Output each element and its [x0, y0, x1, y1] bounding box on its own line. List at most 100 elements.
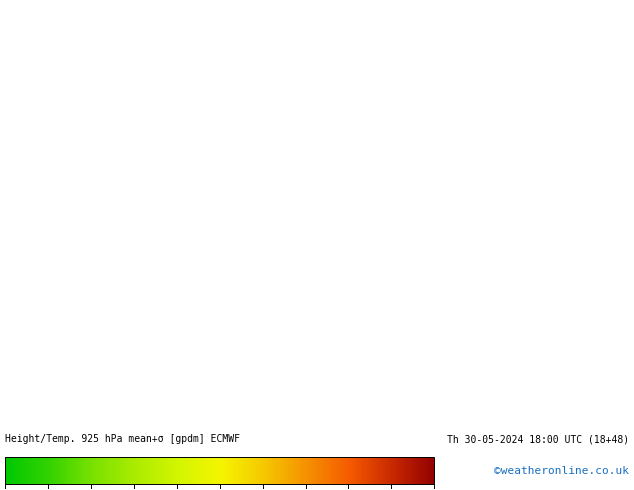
Bar	[276, 457, 278, 484]
Bar	[368, 457, 370, 484]
Bar	[385, 457, 387, 484]
Bar	[37, 457, 39, 484]
Bar	[115, 457, 117, 484]
Bar	[190, 457, 191, 484]
Bar	[327, 457, 329, 484]
Bar	[52, 457, 55, 484]
Bar	[351, 457, 353, 484]
Bar	[233, 457, 235, 484]
Bar	[406, 457, 408, 484]
Bar	[31, 457, 33, 484]
Bar	[241, 457, 243, 484]
Bar	[63, 457, 65, 484]
Bar	[29, 457, 31, 484]
Bar	[425, 457, 428, 484]
Bar	[138, 457, 140, 484]
Bar	[153, 457, 155, 484]
Bar	[370, 457, 372, 484]
Bar	[262, 457, 265, 484]
Bar	[424, 457, 425, 484]
Bar	[306, 457, 307, 484]
Bar	[132, 457, 134, 484]
Bar	[396, 457, 398, 484]
Bar	[20, 457, 22, 484]
Bar	[183, 457, 185, 484]
Text: Height/Temp. 925 hPa mean+σ [gpdm] ECMWF: Height/Temp. 925 hPa mean+σ [gpdm] ECMWF	[5, 435, 240, 444]
Bar	[258, 457, 261, 484]
Bar	[191, 457, 194, 484]
Bar	[166, 457, 168, 484]
Bar	[151, 457, 153, 484]
Bar	[254, 457, 256, 484]
Bar	[89, 457, 91, 484]
Bar	[84, 457, 87, 484]
Bar	[174, 457, 177, 484]
Bar	[76, 457, 78, 484]
Bar	[149, 457, 151, 484]
Bar	[432, 457, 434, 484]
Bar	[355, 457, 357, 484]
Bar	[419, 457, 422, 484]
Bar	[295, 457, 297, 484]
Bar	[24, 457, 27, 484]
Bar	[177, 457, 179, 484]
Bar	[101, 457, 104, 484]
Bar	[108, 457, 110, 484]
Bar	[168, 457, 171, 484]
Bar	[200, 457, 202, 484]
Bar	[123, 457, 126, 484]
Bar	[342, 457, 344, 484]
Bar	[411, 457, 413, 484]
Bar	[70, 457, 72, 484]
Bar	[349, 457, 351, 484]
Bar	[389, 457, 391, 484]
Bar	[5, 457, 7, 484]
Bar	[74, 457, 76, 484]
Bar	[46, 457, 48, 484]
Bar	[316, 457, 318, 484]
Bar	[202, 457, 205, 484]
Bar	[112, 457, 115, 484]
Bar	[256, 457, 258, 484]
Bar	[72, 457, 74, 484]
Bar	[383, 457, 385, 484]
Bar	[87, 457, 89, 484]
Bar	[304, 457, 306, 484]
Bar	[366, 457, 368, 484]
Bar	[243, 457, 245, 484]
Bar	[59, 457, 61, 484]
Bar	[359, 457, 361, 484]
Bar	[252, 457, 254, 484]
Bar	[143, 457, 145, 484]
Bar	[127, 457, 129, 484]
Bar	[245, 457, 248, 484]
Bar	[329, 457, 332, 484]
Bar	[280, 457, 282, 484]
Bar	[404, 457, 406, 484]
Bar	[323, 457, 325, 484]
Bar	[134, 457, 136, 484]
Bar	[91, 457, 93, 484]
Bar	[179, 457, 181, 484]
Bar	[119, 457, 121, 484]
Bar	[157, 457, 160, 484]
Bar	[162, 457, 164, 484]
Bar	[363, 457, 366, 484]
Bar	[332, 457, 333, 484]
Bar	[164, 457, 166, 484]
Bar	[136, 457, 138, 484]
Bar	[265, 457, 267, 484]
Bar	[335, 457, 338, 484]
Bar	[55, 457, 56, 484]
Bar	[205, 457, 207, 484]
Bar	[402, 457, 404, 484]
Bar	[297, 457, 299, 484]
Bar	[35, 457, 37, 484]
Bar	[117, 457, 119, 484]
Bar	[288, 457, 290, 484]
Bar	[56, 457, 59, 484]
Bar	[10, 457, 11, 484]
Bar	[160, 457, 162, 484]
Bar	[44, 457, 46, 484]
Bar	[98, 457, 100, 484]
